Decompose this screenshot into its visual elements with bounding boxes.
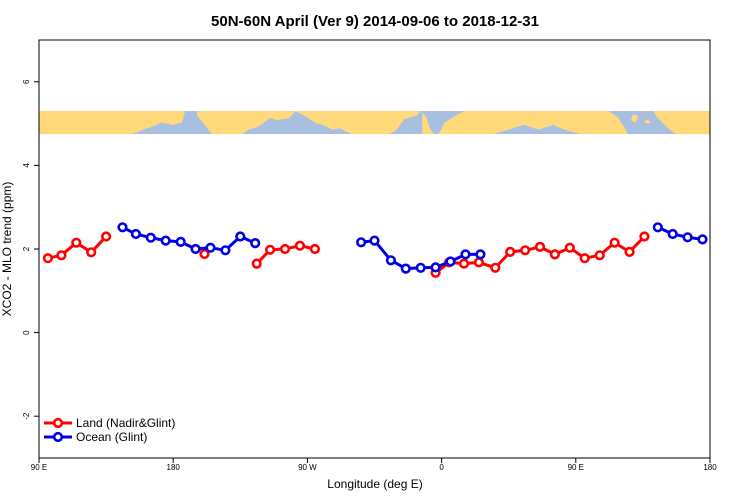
data-point: [519, 245, 531, 256]
data-point: [505, 246, 516, 257]
data-point: [235, 231, 246, 242]
land-shape-5: [631, 114, 639, 123]
data-point: [594, 250, 605, 261]
data-point: [534, 241, 546, 252]
data-point: [369, 235, 380, 246]
data-point: [294, 240, 306, 251]
world-map-strip: [39, 111, 710, 135]
legend-swatch-marker: [52, 431, 64, 443]
data-point: [490, 262, 501, 273]
series-1: [117, 222, 708, 274]
data-point: [473, 257, 485, 268]
data-point: [250, 238, 261, 249]
data-point: [415, 262, 426, 273]
data-point: [251, 258, 262, 269]
data-point: [190, 243, 201, 255]
data-point: [56, 250, 67, 261]
x-tick-label: 180: [167, 463, 181, 472]
data-point: [100, 231, 112, 242]
land-shape-7: [653, 111, 710, 135]
series-0: [42, 231, 650, 278]
data-point: [579, 253, 590, 264]
series-line: [657, 225, 703, 241]
data-point: [609, 237, 620, 248]
x-axis-label: Longitude (deg E): [327, 477, 422, 491]
data-point: [549, 249, 561, 260]
x-tick-label: 90 W: [298, 463, 317, 472]
data-point: [220, 245, 231, 256]
data-point: [458, 258, 470, 269]
data-point: [667, 228, 678, 240]
land-shape-1: [197, 111, 296, 135]
legend-label: Ocean (Glint): [76, 430, 147, 444]
land-shape-2: [295, 111, 421, 135]
data-point: [697, 234, 708, 245]
map-land: [39, 111, 710, 135]
y-axis-label: XCO2 - MLO trend (ppm): [0, 182, 14, 317]
legend-item: Land (Nadir&Glint): [44, 416, 175, 430]
x-tick-label: 180: [703, 463, 717, 472]
x-tick-label: 90 E: [31, 463, 47, 472]
data-point: [475, 249, 486, 260]
y-tick-label: -2: [22, 412, 31, 420]
x-tick-label: 0: [439, 463, 444, 472]
land-shape-6: [644, 119, 651, 124]
data-point: [86, 247, 97, 258]
data-point: [71, 237, 82, 248]
legend-item: Ocean (Glint): [44, 430, 147, 444]
x-tick-label: 90 E: [568, 463, 584, 472]
land-shape-0: [39, 111, 186, 135]
legend-label: Land (Nadir&Glint): [76, 416, 175, 430]
y-axis: -2 0 2 4 6: [22, 79, 39, 420]
y-tick-label: 6: [22, 79, 31, 84]
land-shape-4: [438, 111, 628, 135]
y-tick-label: 0: [22, 330, 31, 335]
data-point: [652, 222, 663, 233]
data-point: [279, 243, 291, 255]
data-point: [624, 246, 635, 257]
data-point: [265, 244, 276, 255]
y-tick-label: 2: [22, 246, 31, 251]
x-axis: 90 E 180 90 W 0 90 E 180: [31, 458, 717, 472]
series-line: [121, 225, 256, 252]
data-point: [175, 236, 186, 247]
data-point: [639, 231, 650, 242]
land-shape-3: [422, 112, 435, 135]
data-point: [400, 263, 411, 274]
data-point: [42, 253, 54, 264]
data-point: [145, 232, 156, 243]
data-point: [564, 242, 575, 253]
data-point: [130, 228, 141, 240]
data-point: [117, 222, 128, 233]
data-point: [460, 249, 471, 260]
legend: Land (Nadir&Glint)Ocean (Glint): [44, 416, 175, 444]
data-point: [160, 235, 171, 246]
data-point: [430, 262, 441, 273]
data-point: [199, 248, 210, 260]
chart-title: 50N-60N April (Ver 9) 2014-09-06 to 2018…: [211, 13, 539, 30]
data-point: [205, 242, 216, 253]
data-point: [385, 255, 397, 266]
y-tick-label: 4: [22, 163, 31, 168]
data-point: [309, 243, 321, 255]
data-point: [445, 256, 456, 267]
series-layer: [42, 222, 708, 278]
legend-swatch-marker: [52, 417, 64, 429]
data-point: [356, 237, 367, 248]
data-point: [682, 232, 693, 243]
